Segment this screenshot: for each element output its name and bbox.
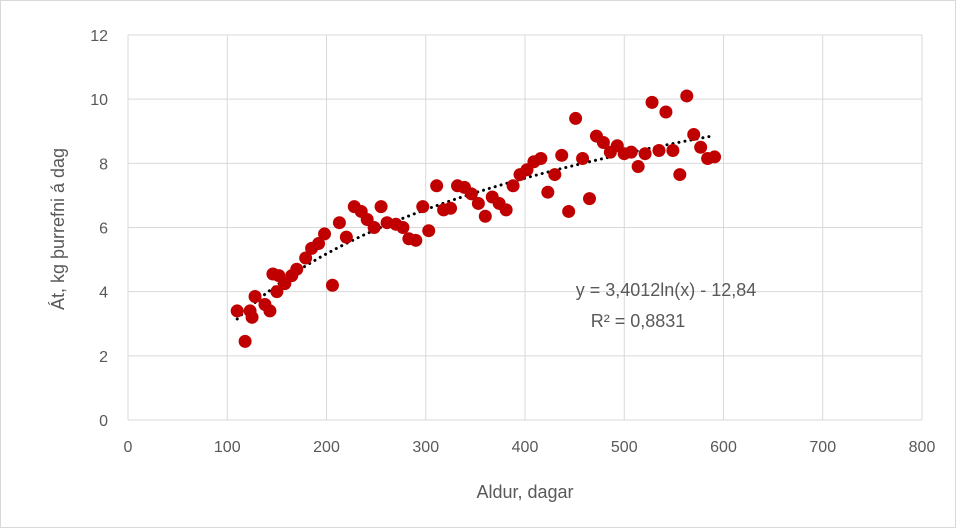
data-point <box>624 145 638 159</box>
data-point <box>312 237 326 251</box>
data-point <box>248 289 262 303</box>
y-tick-label: 8 <box>99 156 108 173</box>
data-point <box>666 144 680 157</box>
x-tick-label: 100 <box>214 439 241 456</box>
data-point <box>499 203 513 217</box>
data-point <box>339 230 353 244</box>
data-point <box>367 221 381 234</box>
data-point <box>708 150 722 164</box>
y-tick-label: 4 <box>99 285 108 302</box>
data-point <box>396 221 410 234</box>
x-tick-label: 700 <box>809 439 836 456</box>
data-point <box>645 95 659 109</box>
data-point <box>422 224 436 238</box>
r-squared-label: R² = 0,8831 <box>591 311 686 331</box>
data-point <box>659 105 673 119</box>
x-tick-label: 300 <box>412 439 439 456</box>
y-tick-label: 12 <box>90 28 108 45</box>
data-point <box>270 285 284 299</box>
y-tick-label: 10 <box>90 92 108 109</box>
data-point <box>680 89 694 103</box>
data-point <box>444 201 458 215</box>
y-tick-label: 0 <box>99 413 108 430</box>
x-tick-label: 600 <box>710 439 737 456</box>
y-axis-title: Át, kg þurrefni á dag <box>48 148 68 310</box>
x-tick-label: 800 <box>909 439 936 456</box>
data-point <box>478 209 492 223</box>
y-tick-label: 2 <box>99 349 108 366</box>
data-point <box>332 216 346 230</box>
x-tick-label: 200 <box>313 439 340 456</box>
x-tick-label: 500 <box>611 439 638 456</box>
data-point <box>638 147 652 161</box>
data-point <box>430 179 444 193</box>
data-points <box>230 89 722 348</box>
data-point <box>583 192 597 206</box>
data-point <box>506 179 520 193</box>
data-point <box>299 251 313 265</box>
data-point <box>569 111 583 125</box>
data-point <box>263 304 277 318</box>
gridlines <box>127 34 923 421</box>
data-point <box>548 168 562 182</box>
y-tick-label: 6 <box>99 221 108 238</box>
y-tick-labels: 0 2 4 6 8 10 12 <box>90 28 108 430</box>
data-point <box>464 187 478 201</box>
data-point <box>318 227 332 241</box>
x-tick-labels: 0 100 200 300 400 500 600 700 800 <box>124 439 936 456</box>
x-tick-label: 400 <box>512 439 539 456</box>
data-point <box>534 152 548 166</box>
data-point <box>694 140 708 154</box>
data-point <box>673 168 687 182</box>
data-point <box>652 144 666 157</box>
data-point <box>374 200 388 214</box>
data-point <box>576 152 590 166</box>
data-point <box>687 127 701 141</box>
data-point <box>631 160 645 174</box>
data-point <box>416 200 430 214</box>
data-point <box>596 135 610 149</box>
data-point <box>245 310 259 324</box>
data-point <box>555 148 569 162</box>
data-point <box>471 196 485 210</box>
data-point <box>290 262 304 276</box>
data-point <box>325 278 339 292</box>
data-point <box>541 185 555 199</box>
x-axis-title: Aldur, dagar <box>476 482 573 502</box>
data-point <box>238 334 252 348</box>
x-tick-label: 0 <box>124 439 133 456</box>
data-point <box>562 204 576 218</box>
data-point <box>230 304 244 318</box>
data-point <box>409 233 423 247</box>
trendline-equation: y = 3,4012ln(x) - 12,84 <box>576 280 757 300</box>
